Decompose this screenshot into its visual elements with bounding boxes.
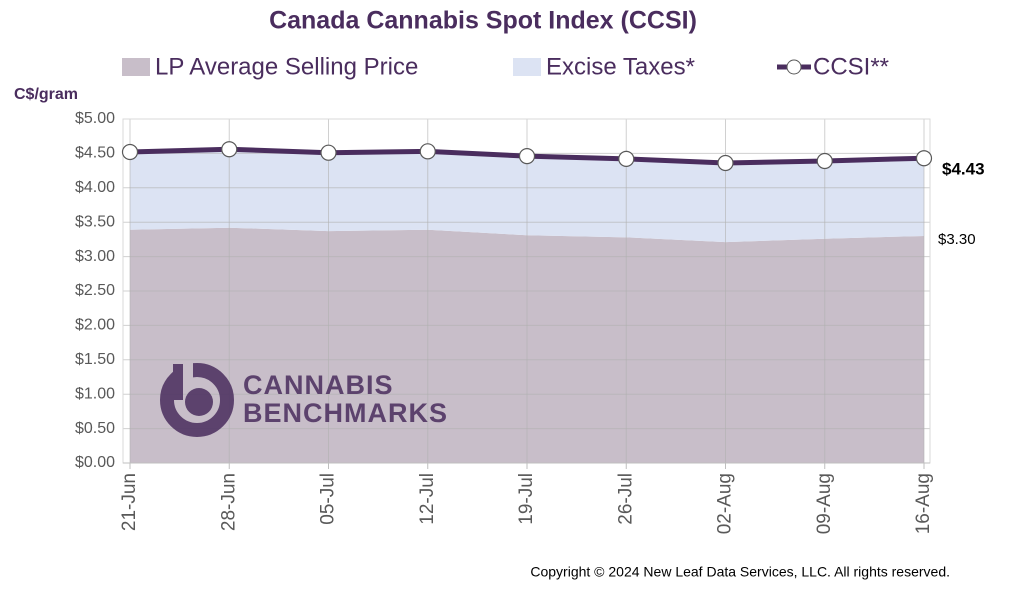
line-marker <box>419 143 436 160</box>
y-tick-label: $0.00 <box>75 454 115 471</box>
y-tick-label: $3.50 <box>75 213 115 230</box>
line-marker <box>717 154 734 172</box>
y-axis-label: C$/gram <box>14 86 78 103</box>
line-marker <box>816 152 833 170</box>
y-tick-label: $0.50 <box>75 420 115 437</box>
data-label: $3.30 <box>938 231 976 248</box>
legend-label: Excise Taxes* <box>546 53 695 80</box>
y-tick-label: $5.00 <box>75 110 115 127</box>
logo-stem <box>173 364 183 400</box>
y-tick-label: $1.50 <box>75 351 115 368</box>
legend-item: CCSI** <box>777 53 889 80</box>
chart-title: Canada Cannabis Spot Index (CCSI) <box>269 7 697 35</box>
watermark-text: BENCHMARKS <box>243 398 448 428</box>
y-tick-label: $1.00 <box>75 385 115 402</box>
legend-item: Excise Taxes* <box>513 53 695 80</box>
x-tick-label: 09-Aug <box>814 473 835 534</box>
x-tick-label: 16-Aug <box>913 473 934 534</box>
data-label: $4.43 <box>942 160 985 179</box>
line-marker <box>915 150 933 167</box>
logo-dot <box>185 388 213 416</box>
copyright: Copyright © 2024 New Leaf Data Services,… <box>530 564 950 580</box>
logo-ring <box>160 363 234 437</box>
x-tick-label: 28-Jun <box>218 473 239 531</box>
line-marker <box>221 141 238 158</box>
y-tick-label: $2.00 <box>75 317 115 334</box>
x-tick-label: 21-Jun <box>119 473 140 531</box>
legend-label: CCSI** <box>813 53 889 80</box>
line-marker <box>518 148 536 165</box>
y-tick-label: $4.50 <box>75 145 115 162</box>
y-tick-label: $4.00 <box>75 179 115 196</box>
legend-item: LP Average Selling Price <box>122 53 418 80</box>
watermark-text: CANNABIS <box>243 370 394 400</box>
legend-swatch <box>513 58 541 76</box>
x-tick-label: 12-Jul <box>417 473 438 525</box>
x-tick-label: 19-Jul <box>516 473 537 525</box>
logo-gap <box>183 362 193 388</box>
x-tick-label: 02-Aug <box>715 473 736 534</box>
legend-label: LP Average Selling Price <box>155 53 418 80</box>
legend-marker <box>786 59 802 75</box>
line-marker <box>121 143 139 161</box>
y-tick-label: $2.50 <box>75 282 115 299</box>
y-tick-label: $3.00 <box>75 248 115 265</box>
line-marker <box>320 144 337 161</box>
x-tick-label: 26-Jul <box>615 473 636 525</box>
legend-swatch <box>122 58 150 76</box>
x-tick-label: 05-Jul <box>318 473 339 525</box>
line-marker <box>618 150 635 168</box>
